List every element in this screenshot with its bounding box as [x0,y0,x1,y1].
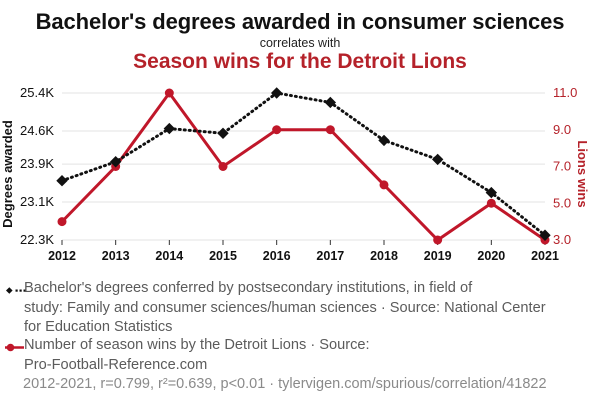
svg-text:2015: 2015 [209,249,237,263]
svg-text:9.0: 9.0 [553,122,571,137]
svg-text:23.9K: 23.9K [20,156,54,171]
svg-text:22.3K: 22.3K [20,232,54,247]
svg-text:23.1K: 23.1K [20,194,54,209]
svg-text:2012: 2012 [48,249,76,263]
svg-text:3.0: 3.0 [553,232,571,247]
svg-text:25.4K: 25.4K [20,85,54,100]
svg-text:24.6K: 24.6K [20,123,54,138]
svg-text:5.0: 5.0 [553,195,571,210]
svg-text:2021: 2021 [531,249,559,263]
svg-text:2013: 2013 [102,249,130,263]
svg-text:2016: 2016 [263,249,291,263]
svg-text:2018: 2018 [370,249,398,263]
svg-text:2019: 2019 [424,249,452,263]
svg-text:2014: 2014 [155,249,183,263]
svg-text:2020: 2020 [477,249,505,263]
svg-text:2017: 2017 [316,249,344,263]
svg-text:7.0: 7.0 [553,159,571,174]
